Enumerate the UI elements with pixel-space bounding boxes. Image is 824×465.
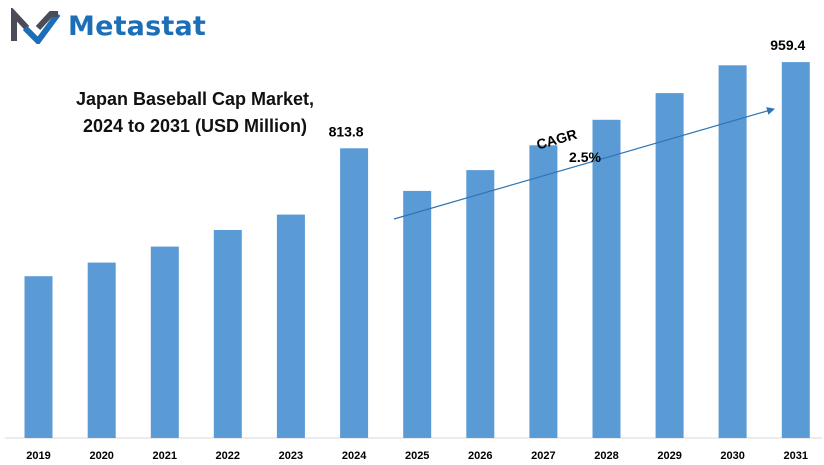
bar-2024: [340, 148, 369, 439]
x-tick-label-2024: 2024: [342, 450, 367, 462]
x-tick-label-2029: 2029: [657, 450, 681, 462]
x-tick-label-2031: 2031: [784, 450, 808, 462]
bar-2030: [718, 65, 747, 439]
bar-2031: [781, 62, 810, 438]
bar-2022: [213, 230, 242, 438]
chart-title: Japan Baseball Cap Market, 2024 to 2031 …: [40, 86, 350, 140]
x-tick-label-2025: 2025: [405, 450, 429, 462]
x-tick-label-2021: 2021: [153, 450, 177, 462]
metastat-logo-icon: [11, 8, 61, 44]
cagr-arrow: [393, 107, 775, 220]
data-label-2024: 813.8: [329, 123, 364, 139]
chart-title-line-2: 2024 to 2031 (USD Million): [82, 116, 308, 136]
bar-2019: [24, 276, 53, 438]
bar-2023: [276, 214, 305, 438]
bar-2021: [150, 246, 179, 438]
x-tick-label-2026: 2026: [468, 450, 492, 462]
x-tick-label-2030: 2030: [720, 450, 744, 462]
data-label-2031: 959.4: [770, 37, 805, 53]
cagr-value: 2.5%: [569, 149, 601, 165]
bar-2025: [403, 190, 432, 438]
x-tick-label-2019: 2019: [26, 450, 50, 462]
brand-logo: Metastat: [10, 8, 206, 44]
bar-2026: [466, 170, 495, 438]
x-tick-label-2020: 2020: [89, 450, 113, 462]
chart-title-line-1: Japan Baseball Cap Market,: [75, 89, 315, 109]
x-tick-label-2027: 2027: [531, 450, 555, 462]
bar-2029: [655, 93, 684, 438]
bar-2020: [87, 262, 116, 438]
bar-2028: [592, 119, 621, 439]
bar-2027: [529, 145, 558, 439]
brand-name: Metastat: [68, 10, 207, 42]
x-tick-label-2028: 2028: [594, 450, 618, 462]
x-tick-label-2022: 2022: [216, 450, 240, 462]
x-tick-label-2023: 2023: [279, 450, 303, 462]
